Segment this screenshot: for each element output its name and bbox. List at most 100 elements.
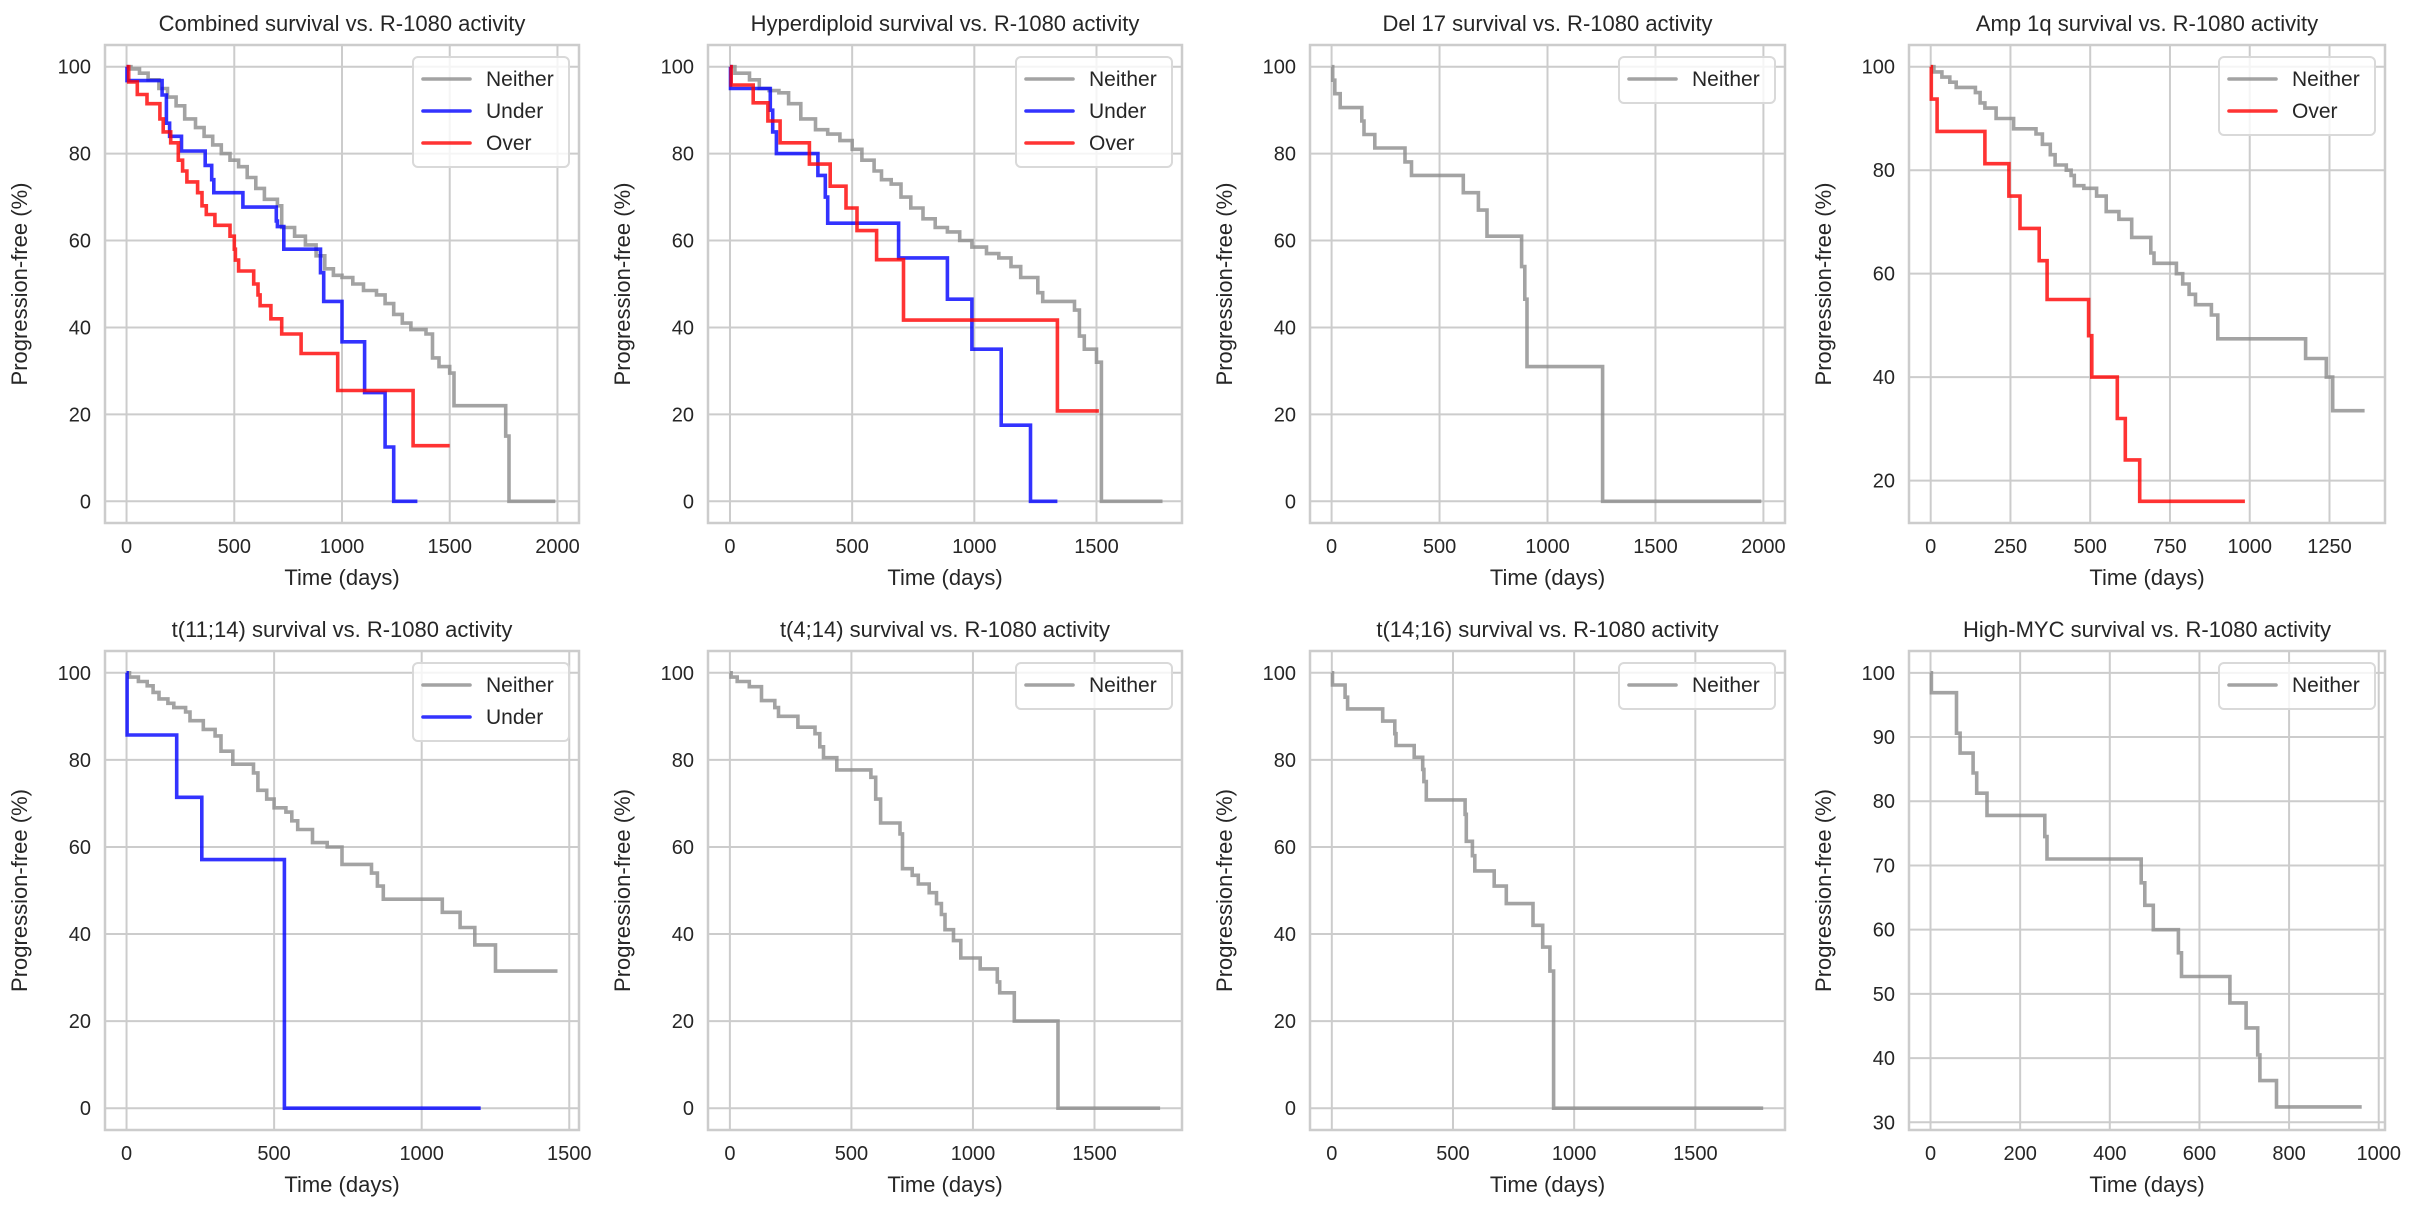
y-tick-label: 60 [1873, 920, 1895, 942]
legend-box [2218, 56, 2376, 136]
legend-label-neither: Neither [2292, 674, 2360, 697]
x-tick-label: 0 [1925, 1143, 1936, 1165]
y-tick-label: 80 [1873, 791, 1895, 813]
legend-box [2218, 662, 2376, 710]
axes-frame [706, 43, 1184, 525]
legend: Neither Over [2218, 56, 2376, 136]
y-axis-label: Progression-free (%) [1212, 183, 1237, 386]
y-tick-label: 100 [1862, 57, 1895, 79]
x-tick-label: 1000 [952, 536, 997, 558]
chart-title: t(14;16) survival vs. R-1080 activity [1376, 617, 1718, 642]
x-tick-label: 1500 [427, 536, 472, 558]
x-tick-label: 0 [724, 1143, 735, 1165]
series-line-under [125, 671, 481, 1110]
y-axis-label: Progression-free (%) [1212, 789, 1237, 992]
y-tick-label: 100 [58, 663, 91, 685]
y-axis-label: Progression-free (%) [1811, 789, 1836, 992]
series-line-under [125, 64, 418, 504]
y-tick-label: 100 [1263, 57, 1296, 79]
legend-box [1618, 56, 1776, 104]
x-tick-label: 1500 [1633, 536, 1678, 558]
y-tick-label: 40 [69, 317, 91, 339]
series-line-neither [1330, 671, 1764, 1110]
legend: Neither [2218, 662, 2376, 710]
y-tick-label: 40 [1873, 1048, 1895, 1070]
x-axis-label: Time (days) [2089, 1172, 2204, 1197]
y-tick-label: 100 [661, 663, 694, 685]
x-tick-label: 1000 [1525, 536, 1570, 558]
y-tick-label: 40 [672, 317, 694, 339]
y-tick-label: 80 [672, 144, 694, 166]
x-tick-label: 500 [218, 536, 251, 558]
x-axis-label: Time (days) [887, 1172, 1002, 1197]
y-tick-label: 100 [1263, 663, 1296, 685]
y-tick-label: 60 [1873, 264, 1895, 286]
y-tick-label: 60 [672, 231, 694, 253]
series-line-neither [1930, 64, 2365, 413]
x-axis-label: Time (days) [1490, 1172, 1605, 1197]
legend-label-neither: Neither [486, 674, 554, 697]
x-axis-label: Time (days) [2089, 565, 2204, 590]
y-tick-label: 100 [661, 57, 694, 79]
y-tick-label: 60 [672, 837, 694, 859]
chart-title: t(11;14) survival vs. R-1080 activity [172, 617, 513, 642]
axes-frame [1308, 649, 1787, 1132]
y-tick-label: 40 [1274, 924, 1296, 946]
series-line-neither [729, 671, 1161, 1110]
x-tick-label: 0 [1326, 1143, 1337, 1165]
x-tick-label: 1500 [547, 1143, 592, 1165]
x-tick-label: 200 [2003, 1143, 2036, 1165]
legend: Neither Under Over [1015, 56, 1173, 168]
y-tick-label: 80 [1274, 750, 1296, 772]
y-tick-label: 40 [69, 924, 91, 946]
axes-frame [1907, 43, 2387, 525]
chart-title: Combined survival vs. R-1080 activity [159, 11, 526, 36]
y-tick-label: 20 [672, 404, 694, 426]
x-tick-label: 0 [1326, 536, 1337, 558]
x-tick-label: 0 [121, 1143, 132, 1165]
series-line-neither [1929, 671, 2362, 1109]
legend-label-under: Under [1089, 100, 1146, 123]
series-line-under [728, 64, 1058, 504]
y-tick-label: 40 [1873, 367, 1895, 389]
y-tick-label: 60 [69, 231, 91, 253]
x-tick-label: 1500 [1074, 536, 1119, 558]
x-tick-label: 2000 [1741, 536, 1786, 558]
series-line-neither [126, 671, 558, 973]
y-axis-label: Progression-free (%) [610, 183, 635, 386]
x-tick-label: 1000 [320, 536, 365, 558]
axes-frame [103, 649, 581, 1132]
x-tick-label: 1250 [2307, 536, 2352, 558]
x-tick-label: 600 [2183, 1143, 2216, 1165]
y-tick-label: 30 [1873, 1112, 1895, 1134]
axes-frame [103, 43, 581, 525]
y-tick-label: 80 [1274, 144, 1296, 166]
x-tick-label: 1500 [1072, 1143, 1117, 1165]
series-line-over [126, 64, 450, 448]
legend-label-neither: Neither [2292, 68, 2360, 91]
x-tick-label: 0 [724, 536, 735, 558]
x-tick-label: 0 [1925, 536, 1936, 558]
legend-box [412, 56, 570, 168]
legend-label-neither: Neither [1692, 68, 1760, 91]
legend-box [412, 662, 570, 742]
legend-label-under: Under [486, 100, 543, 123]
legend-label-over: Over [486, 132, 532, 155]
series-line-over [1929, 64, 2245, 504]
series-line-neither [126, 64, 556, 504]
x-tick-label: 1000 [2356, 1143, 2401, 1165]
x-tick-label: 1000 [399, 1143, 444, 1165]
chart-title: Amp 1q survival vs. R-1080 activity [1976, 11, 2318, 36]
y-tick-label: 40 [672, 924, 694, 946]
x-tick-label: 1000 [951, 1143, 996, 1165]
x-tick-label: 1000 [2227, 536, 2272, 558]
legend-label-over: Over [1089, 132, 1135, 155]
legend-box [1015, 662, 1173, 710]
y-axis-label: Progression-free (%) [610, 789, 635, 992]
